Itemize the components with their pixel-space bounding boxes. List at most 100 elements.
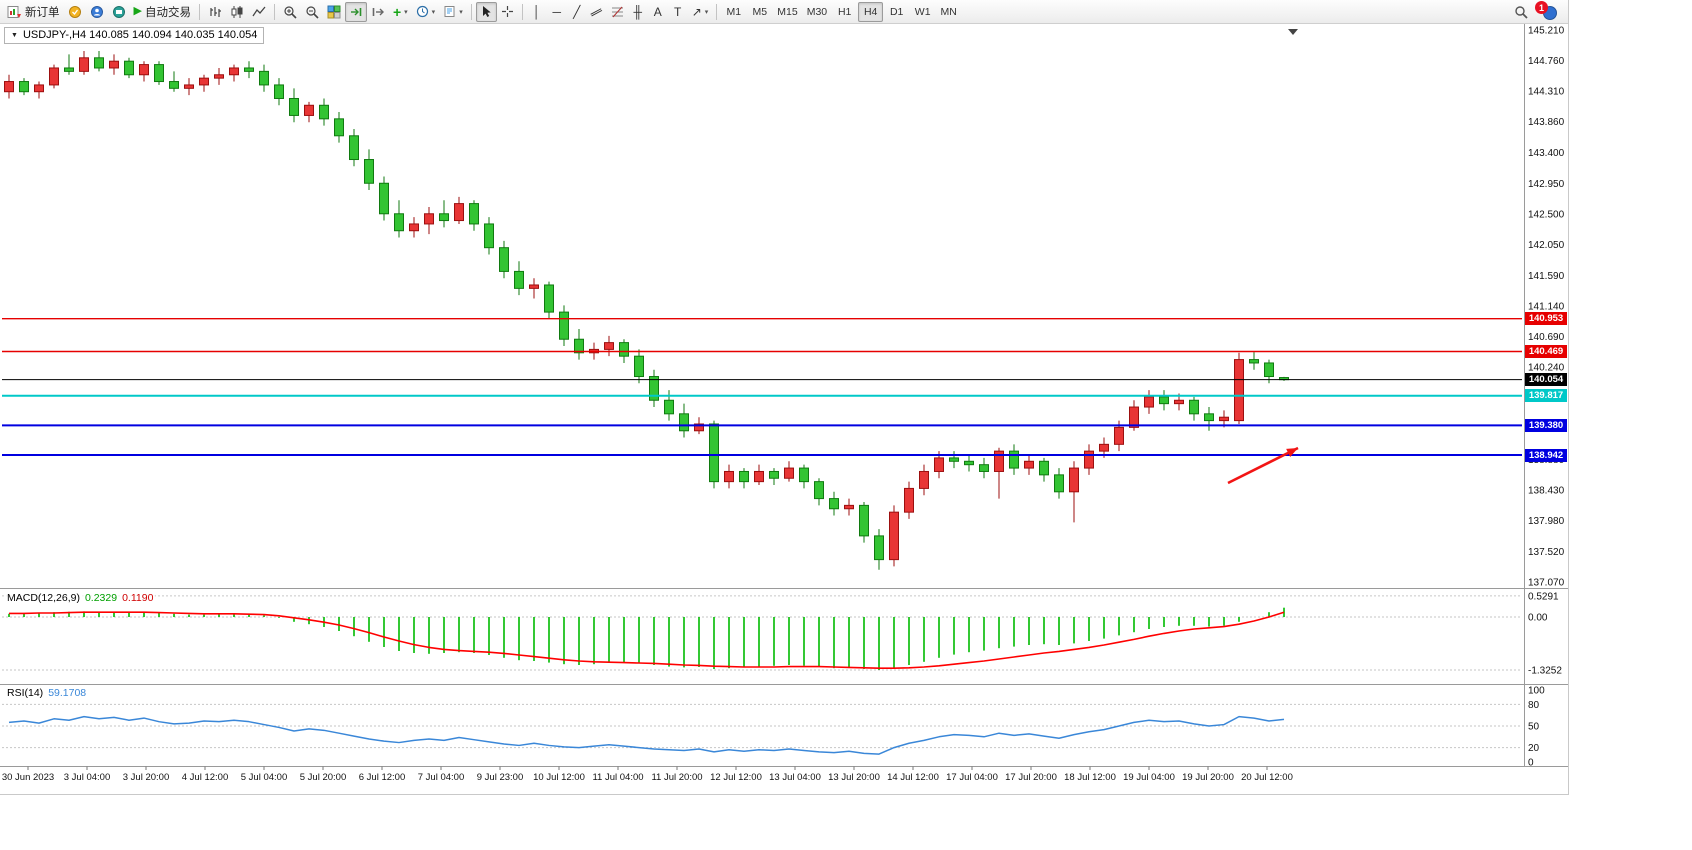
title-dropdown-icon[interactable]: ▼ <box>11 31 18 39</box>
horizontal-line-tool-button[interactable]: ─ <box>547 2 567 22</box>
line-chart-icon <box>252 5 266 19</box>
candlestick-chart-button[interactable] <box>226 2 248 22</box>
tile-windows-button[interactable] <box>323 2 345 22</box>
svg-text:6 Jul 12:00: 6 Jul 12:00 <box>359 772 405 783</box>
svg-text:142.500: 142.500 <box>1528 209 1565 220</box>
chart-shift-button[interactable] <box>367 2 389 22</box>
periods-button[interactable]: ▾ <box>412 2 440 22</box>
auto-scroll-icon <box>349 5 363 19</box>
price-tag: 139.817 <box>1525 389 1567 403</box>
timeframe-button-h4[interactable]: H4 <box>858 1 884 22</box>
auto-scroll-button[interactable] <box>344 1 367 22</box>
price-tag: 140.054 <box>1525 373 1567 387</box>
chart-title[interactable]: ▼ USDJPY-,H4 140.085 140.094 140.035 140… <box>4 27 265 44</box>
timeframe-button-mn[interactable]: MN <box>940 5 957 18</box>
svg-text:5 Jul 04:00: 5 Jul 04:00 <box>241 772 287 783</box>
hlines-layer[interactable] <box>2 317 1522 457</box>
vertical-line-tool-button[interactable]: │ <box>527 2 547 22</box>
grid-layer <box>2 595 1522 749</box>
trendline-icon: ╱ <box>573 4 581 19</box>
svg-text:144.760: 144.760 <box>1528 56 1565 67</box>
macd-signal-value: 0.1190 <box>122 592 154 604</box>
svg-text:50: 50 <box>1528 722 1540 733</box>
mt4-window: 新订单 ▶ 自动交易 + ▾ ▾ <box>0 0 1569 795</box>
indicators-icon: + <box>392 3 402 20</box>
fibonacci-icon <box>611 5 624 18</box>
notification-badge[interactable]: 1 <box>1535 1 1548 14</box>
bar-chart-button[interactable] <box>204 2 226 22</box>
market-watch-icon <box>68 5 82 19</box>
svg-text:13 Jul 04:00: 13 Jul 04:00 <box>769 772 821 783</box>
timeframe-button-w1[interactable]: W1 <box>914 5 931 18</box>
arrow-tool-icon: ↗ <box>691 4 702 19</box>
zoom-in-button[interactable] <box>279 2 301 22</box>
terminal-button[interactable] <box>108 2 130 22</box>
macd-label: MACD(12,26,9) 0.2329 0.1190 <box>5 592 156 604</box>
line-chart-button[interactable] <box>248 2 270 22</box>
navigator-icon <box>90 5 104 19</box>
crosshair-icon <box>501 5 514 18</box>
timeframe-button-m1[interactable]: M1 <box>726 5 742 18</box>
price-tag: 138.942 <box>1525 448 1567 462</box>
search-button[interactable] <box>1510 2 1532 22</box>
timeframe-button-d1[interactable]: D1 <box>889 5 904 18</box>
svg-text:143.860: 143.860 <box>1528 117 1565 128</box>
candles-layer <box>4 51 1289 570</box>
autotrading-button[interactable]: ▶ 自动交易 <box>130 2 195 22</box>
svg-text:30 Jun 2023: 30 Jun 2023 <box>2 772 54 783</box>
chart-area[interactable]: 145.210 144.760 144.310 143.860 143.400 142.9… <box>0 24 1568 794</box>
new-order-icon <box>7 5 22 19</box>
crosshair-button[interactable] <box>497 2 518 22</box>
svg-text:137.980: 137.980 <box>1528 516 1565 527</box>
toolbar: 新订单 ▶ 自动交易 + ▾ ▾ <box>0 0 1568 24</box>
annotation-layer[interactable] <box>1227 446 1299 485</box>
svg-text:19 Jul 20:00: 19 Jul 20:00 <box>1182 772 1234 783</box>
tile-windows-icon <box>327 5 341 19</box>
chart-shift-icon <box>371 5 385 19</box>
svg-text:140.690: 140.690 <box>1528 332 1565 343</box>
new-order-button[interactable]: 新订单 <box>3 2 64 22</box>
community-button[interactable]: 1 <box>1535 1 1557 21</box>
macd-main-value: 0.2329 <box>84 592 118 604</box>
svg-text:19 Jul 04:00: 19 Jul 04:00 <box>1123 772 1175 783</box>
cursor-button[interactable] <box>475 1 497 22</box>
svg-text:14 Jul 12:00: 14 Jul 12:00 <box>887 772 939 783</box>
red-arrow-annotation <box>1227 446 1299 485</box>
arrows-tool-button[interactable]: ↗ ▾ <box>688 2 713 22</box>
rsi-label: RSI(14) 59.1708 <box>5 687 89 699</box>
svg-text:20 Jul 12:00: 20 Jul 12:00 <box>1241 772 1293 783</box>
cycle-lines-tool-button[interactable]: ╫ <box>628 2 648 22</box>
templates-button[interactable]: ▾ <box>439 2 467 22</box>
svg-text:80: 80 <box>1528 700 1540 711</box>
toolbar-separator <box>273 3 275 20</box>
fibonacci-tool-button[interactable] <box>607 2 628 22</box>
new-order-label: 新订单 <box>25 6 60 19</box>
indicators-button[interactable]: + ▾ <box>389 2 412 22</box>
channel-tool-button[interactable]: ∥ <box>587 2 607 22</box>
svg-text:141.590: 141.590 <box>1528 271 1565 282</box>
svg-text:142.950: 142.950 <box>1528 179 1565 190</box>
price-tag: 140.953 <box>1525 312 1567 326</box>
navigator-button[interactable] <box>86 2 108 22</box>
macd-layer <box>8 607 1285 671</box>
zoom-out-button[interactable] <box>301 2 323 22</box>
svg-text:17 Jul 20:00: 17 Jul 20:00 <box>1005 772 1057 783</box>
market-watch-button[interactable] <box>64 2 86 22</box>
svg-text:13 Jul 20:00: 13 Jul 20:00 <box>828 772 880 783</box>
autotrading-play-icon: ▶ <box>133 5 142 17</box>
timeframe-button-h1[interactable]: H1 <box>837 5 852 18</box>
price-chart-svg[interactable]: 145.210 144.760 144.310 143.860 143.400 142.9… <box>0 24 1568 794</box>
svg-text:0.5291: 0.5291 <box>1528 591 1559 602</box>
template-icon <box>443 5 456 18</box>
toolbar-separator <box>198 3 200 20</box>
dropdown-arrow-icon: ▾ <box>404 8 408 16</box>
svg-text:3 Jul 20:00: 3 Jul 20:00 <box>123 772 169 783</box>
trendline-tool-button[interactable]: ╱ <box>567 2 587 22</box>
timeframe-button-m5[interactable]: M5 <box>752 5 768 18</box>
svg-text:10 Jul 12:00: 10 Jul 12:00 <box>533 772 585 783</box>
text-tool-button[interactable]: A <box>648 2 668 22</box>
text-label-tool-button[interactable]: T <box>668 2 688 22</box>
timeframe-button-m15[interactable]: M15 <box>777 5 798 18</box>
macd-name: MACD(12,26,9) <box>7 592 80 604</box>
timeframe-button-m30[interactable]: M30 <box>806 5 828 18</box>
